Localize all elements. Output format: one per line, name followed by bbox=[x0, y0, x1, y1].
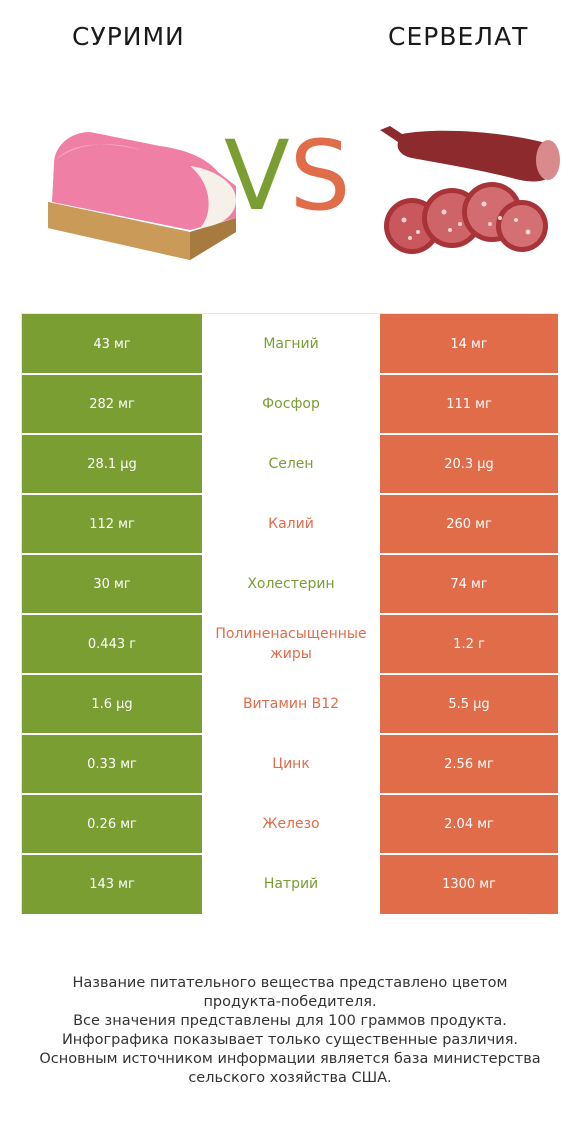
nutrient-name: Фосфор bbox=[202, 374, 380, 434]
left-value: 28.1 µg bbox=[22, 434, 202, 494]
row-divider bbox=[22, 733, 558, 735]
nutrient-name: Селен bbox=[202, 434, 380, 494]
footer-line-4: Инфографика показывает только существенн… bbox=[61, 1032, 519, 1048]
footer-line-1: Название питательного вещества представл… bbox=[72, 975, 508, 991]
table-row: 43 мг Магний 14 мг bbox=[22, 314, 558, 374]
left-value: 0.443 г bbox=[22, 614, 202, 674]
row-divider bbox=[22, 853, 558, 855]
table-row: 0.26 мг Железо 2.04 мг bbox=[22, 794, 558, 854]
right-product-title: СЕРВЕЛАТ bbox=[388, 22, 529, 51]
footer-line-6: сельского хозяйства США. bbox=[188, 1070, 392, 1086]
nutrient-name: Железо bbox=[202, 794, 380, 854]
cervelat-image bbox=[380, 126, 560, 254]
right-value: 5.5 µg bbox=[380, 674, 558, 734]
row-divider bbox=[22, 793, 558, 795]
table-row: 143 мг Натрий 1300 мг bbox=[22, 854, 558, 914]
left-value: 30 мг bbox=[22, 554, 202, 614]
nutrient-name: Натрий bbox=[202, 854, 380, 914]
footer-line-5: Основным источником информации является … bbox=[39, 1051, 541, 1067]
right-value: 20.3 µg bbox=[380, 434, 558, 494]
nutrient-name: Цинк bbox=[202, 734, 380, 794]
nutrient-name: Витамин B12 bbox=[202, 674, 380, 734]
table-row: 0.443 г Полиненасыщенные жиры 1.2 г bbox=[22, 614, 558, 674]
left-value: 112 мг bbox=[22, 494, 202, 554]
footer-line-2: продукта-победителя. bbox=[203, 994, 377, 1010]
right-value: 111 мг bbox=[380, 374, 558, 434]
nutrient-name: Полиненасыщенные жиры bbox=[202, 614, 380, 674]
right-value: 1300 мг bbox=[380, 854, 558, 914]
left-value: 143 мг bbox=[22, 854, 202, 914]
right-value: 74 мг bbox=[380, 554, 558, 614]
footer-notes: Название питательного вещества представл… bbox=[20, 974, 560, 1088]
row-divider bbox=[22, 493, 558, 495]
footer-line-3: Все значения представлены для 100 граммо… bbox=[73, 1013, 507, 1029]
left-value: 1.6 µg bbox=[22, 674, 202, 734]
vs-s: S bbox=[289, 120, 351, 232]
table-row: 112 мг Калий 260 мг bbox=[22, 494, 558, 554]
row-divider bbox=[22, 373, 558, 375]
table-row: 282 мг Фосфор 111 мг bbox=[22, 374, 558, 434]
surimi-image bbox=[48, 132, 236, 260]
left-product-title: СУРИМИ bbox=[72, 22, 185, 51]
comparison-table: 43 мг Магний 14 мг 282 мг Фосфор 111 мг 28.1 µ… bbox=[21, 313, 558, 914]
row-divider bbox=[22, 433, 558, 435]
right-value: 2.56 мг bbox=[380, 734, 558, 794]
row-divider bbox=[22, 553, 558, 555]
left-value: 282 мг bbox=[22, 374, 202, 434]
right-value: 14 мг bbox=[380, 314, 558, 374]
left-value: 0.33 мг bbox=[22, 734, 202, 794]
right-value: 2.04 мг bbox=[380, 794, 558, 854]
row-divider bbox=[22, 613, 558, 615]
right-value: 260 мг bbox=[380, 494, 558, 554]
nutrient-name: Магний bbox=[202, 314, 380, 374]
row-divider bbox=[22, 673, 558, 675]
table-row: 28.1 µg Селен 20.3 µg bbox=[22, 434, 558, 494]
table-row: 30 мг Холестерин 74 мг bbox=[22, 554, 558, 614]
table-row: 1.6 µg Витамин B12 5.5 µg bbox=[22, 674, 558, 734]
vs-v: V bbox=[224, 120, 290, 232]
vs-label: VS bbox=[224, 128, 351, 224]
left-value: 43 мг bbox=[22, 314, 202, 374]
left-value: 0.26 мг bbox=[22, 794, 202, 854]
right-value: 1.2 г bbox=[380, 614, 558, 674]
nutrient-name: Холестерин bbox=[202, 554, 380, 614]
table-row: 0.33 мг Цинк 2.56 мг bbox=[22, 734, 558, 794]
nutrient-name: Калий bbox=[202, 494, 380, 554]
